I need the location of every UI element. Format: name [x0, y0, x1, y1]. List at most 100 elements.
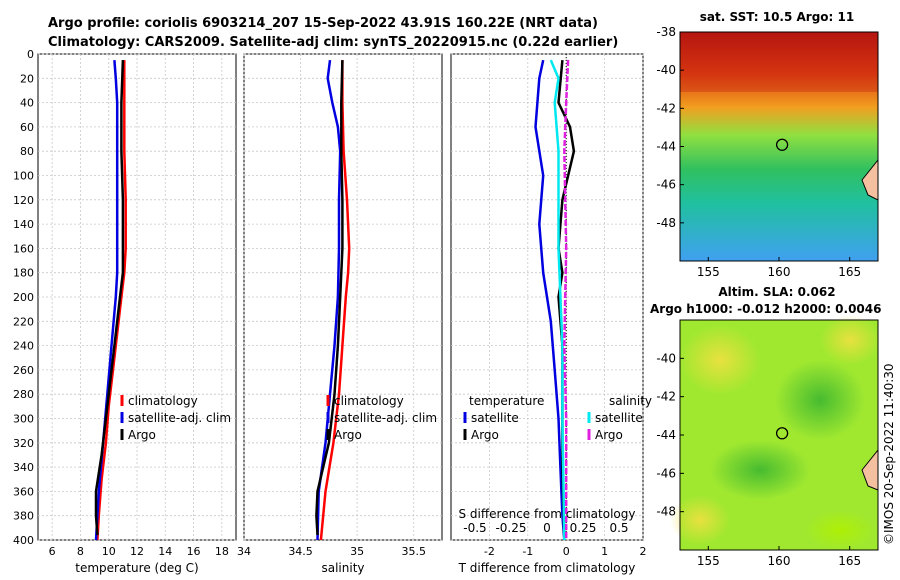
y-tick-label: 220 — [13, 315, 34, 328]
header-line-1: Argo profile: coriolis 6903214_207 15-Se… — [48, 16, 598, 31]
argo-position-marker — [775, 427, 789, 440]
map-y-tick-label: -40 — [656, 63, 676, 77]
top-tick-label: 0 — [543, 521, 551, 535]
series-line — [315, 60, 344, 536]
x-axis-label: temperature (deg C) — [75, 561, 198, 575]
map-x-tick-label: 160 — [768, 554, 791, 568]
sst-map: sat. SST: 10.5 Argo: 11 155 160 165 -38 -40 -… — [656, 10, 879, 279]
x-tick-label: 34 — [237, 545, 251, 558]
series-line — [534, 59, 566, 541]
map-y-tick-label: -38 — [656, 25, 676, 39]
map-x-tick-label: 155 — [697, 265, 720, 279]
series-line — [94, 60, 125, 536]
y-tick-label: 320 — [13, 437, 34, 450]
y-tick-label: 180 — [13, 267, 34, 280]
x-tick-label: 35 — [350, 545, 364, 558]
temperature-plot: 0 20 40 60 80 100 120 140 160 180 200 220 240 260 280 3… — [13, 48, 237, 575]
x-tick-label: 14 — [158, 545, 172, 558]
sla-blob — [775, 360, 865, 440]
x-tick-label: 2 — [640, 545, 647, 558]
legend-label: Argo — [595, 428, 623, 442]
map-x-tick-label: 165 — [838, 554, 861, 568]
y-tick-label: 160 — [13, 242, 34, 255]
x-axis-label: T difference from climatology — [458, 561, 636, 575]
legend-label: Argo — [334, 428, 362, 442]
y-tick-label: 360 — [13, 485, 34, 498]
legend-label: climatology — [128, 394, 198, 408]
y-tick-label: 0 — [27, 48, 34, 61]
series-line — [94, 60, 119, 541]
y-tick-label: 20 — [20, 72, 34, 85]
sst-map-title: sat. SST: 10.5 Argo: 11 — [700, 10, 854, 24]
x-tick-label: 6 — [49, 545, 56, 558]
sla-blob — [820, 315, 880, 365]
map-y-tick-label: -44 — [656, 428, 676, 442]
legend-label: Argo — [471, 428, 499, 442]
x-tick-label: -2 — [484, 545, 495, 558]
legend-label: satellite-adj. clim — [128, 411, 231, 425]
y-tick-label: 100 — [13, 170, 34, 183]
y-tick-label: 260 — [13, 364, 34, 377]
series-line — [316, 59, 342, 541]
map-y-tick-label: -48 — [656, 505, 676, 519]
sla-blob — [710, 440, 810, 500]
series-line — [96, 60, 127, 541]
map-y-tick-label: -42 — [656, 390, 676, 404]
sla-map: Altim. SLA: 0.062 Argo h1000: -0.012 h20… — [650, 285, 881, 568]
x-tick-label: 34.5 — [288, 545, 313, 558]
top-tick-label: 0.25 — [570, 521, 597, 535]
y-tick-label: 200 — [13, 291, 34, 304]
map-y-tick-label: -46 — [656, 178, 676, 192]
sst-warm-band — [680, 32, 878, 92]
x-tick-label: 16 — [187, 545, 201, 558]
y-tick-label: 80 — [20, 145, 34, 158]
y-tick-label: 340 — [13, 461, 34, 474]
sst-field — [680, 32, 878, 261]
map-y-tick-label: -40 — [656, 351, 676, 365]
x-tick-label: 12 — [130, 545, 144, 558]
header-line-2: Climatology: CARS2009. Satellite-adj cli… — [48, 35, 618, 50]
legend-label: Argo — [128, 428, 156, 442]
sla-blob — [670, 495, 730, 545]
y-tick-label: 140 — [13, 218, 34, 231]
map-x-tick-label: 165 — [838, 265, 861, 279]
map-y-tick-label: -46 — [656, 466, 676, 480]
x-tick-label: -1 — [522, 545, 533, 558]
y-tick-label: 280 — [13, 388, 34, 401]
x-tick-label: 1 — [601, 545, 608, 558]
sla-blob — [805, 510, 875, 550]
x-axis-label: salinity — [321, 561, 364, 575]
x-tick-label: 8 — [77, 545, 84, 558]
top-tick-label: 0.5 — [609, 521, 628, 535]
legend-label: satellite — [595, 411, 643, 425]
map-y-tick-label: -44 — [656, 140, 676, 154]
y-tick-label: 380 — [13, 510, 34, 523]
y-tick-label: 40 — [20, 97, 34, 110]
map-x-tick-label: 155 — [697, 554, 720, 568]
y-tick-label: 300 — [13, 413, 34, 426]
map-y-tick-label: -48 — [656, 216, 676, 230]
y-tick-label: 240 — [13, 340, 34, 353]
y-tick-label: 400 — [13, 534, 34, 547]
y-tick-label: 60 — [20, 121, 34, 134]
top-tick-label: -0.5 — [463, 521, 486, 535]
series-line — [319, 60, 351, 541]
sla-map-title-2: Argo h1000: -0.012 h2000: 0.0046 — [650, 302, 881, 316]
series-line — [563, 60, 570, 540]
legend-title: salinity — [609, 394, 652, 408]
difference-plot: -2 -1 0 1 2 T difference from climatology temp… — [450, 53, 652, 575]
map-x-tick-label: 160 — [768, 265, 791, 279]
sla-map-title-1: Altim. SLA: 0.062 — [718, 285, 835, 299]
legend-label: satellite-adj. clim — [334, 411, 437, 425]
argo-position-marker — [775, 138, 789, 151]
legend-title: temperature — [469, 394, 544, 408]
legend-label: climatology — [334, 394, 404, 408]
legend-label: satellite — [471, 411, 519, 425]
map-y-tick-label: -42 — [656, 101, 676, 115]
salinity-plot: 34 34.5 35 35.5 salinity climatology satellite… — [237, 53, 443, 575]
top-tick-label: -0.25 — [495, 521, 526, 535]
x-tick-label: 35.5 — [401, 545, 426, 558]
y-tick-label: 120 — [13, 194, 34, 207]
watermark: ©IMOS 20-Sep-2022 11:40:30 — [882, 363, 896, 545]
